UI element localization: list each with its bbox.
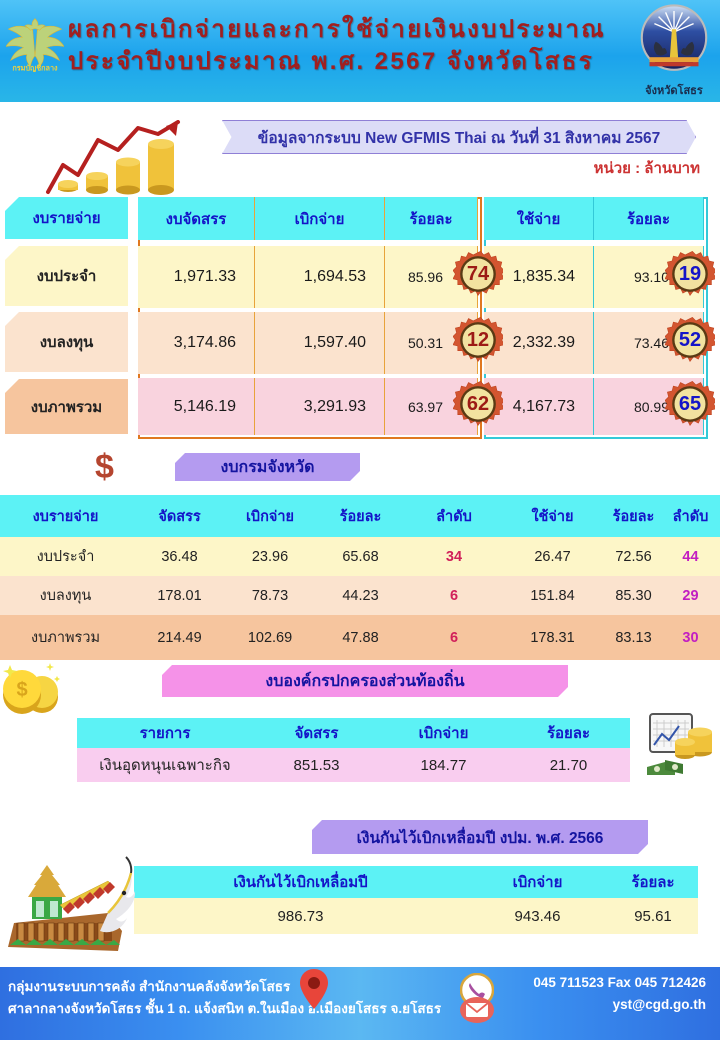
svg-text:กรมบัญชีกลาง: กรมบัญชีกลาง <box>12 63 58 72</box>
svg-text:$: $ <box>16 679 27 701</box>
